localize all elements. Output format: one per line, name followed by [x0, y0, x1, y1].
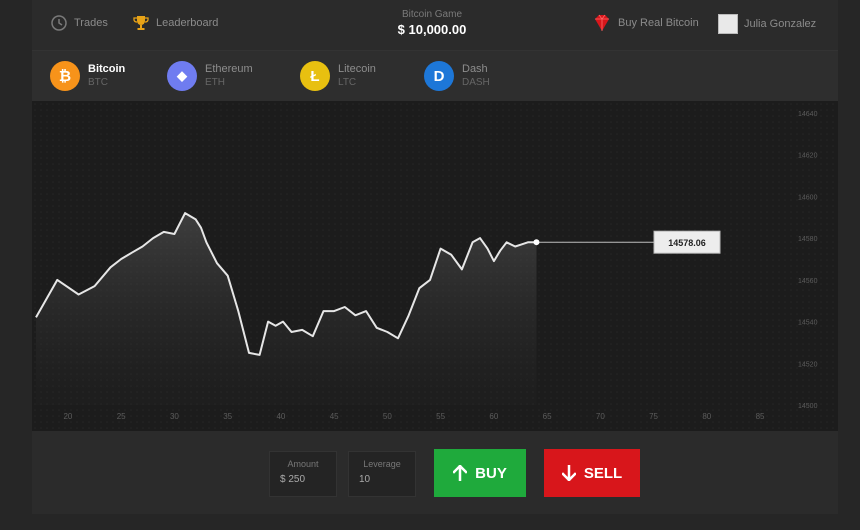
coin-tab-litecoin[interactable]: Ł Litecoin LTC — [300, 61, 376, 91]
app-window: Trades Leaderboard Bitcoin Game $ 10,000… — [32, 0, 838, 514]
x-tick-label: 65 — [543, 412, 552, 421]
x-tick-label: 80 — [702, 412, 711, 421]
coin-name: Litecoin — [338, 63, 376, 75]
x-tick-label: 50 — [383, 412, 392, 421]
coin-symbol: BTC — [88, 77, 108, 88]
y-tick-label: 14540 — [798, 320, 818, 327]
y-tick-label: 14640 — [798, 111, 818, 118]
trades-label: Trades — [74, 17, 108, 29]
x-tick-label: 25 — [117, 412, 126, 421]
bitcoin-icon: ₿ — [50, 61, 80, 91]
sell-label: SELL — [583, 464, 623, 482]
sell-button[interactable]: SELL — [544, 449, 640, 497]
dash-icon: D — [424, 61, 454, 91]
coin-tab-ethereum[interactable]: ◆ Ethereum ETH — [167, 61, 253, 91]
trade-panel: Amount $ 250 Leverage 10 BUY SELL — [32, 431, 838, 514]
balance-panel: Bitcoin Game $ 10,000.00 — [362, 9, 502, 37]
user-menu[interactable]: Julia Gonzalez — [718, 14, 816, 34]
y-tick-label: 14580 — [798, 236, 818, 243]
x-tick-label: 75 — [649, 412, 658, 421]
x-tick-label: 85 — [756, 412, 765, 421]
x-tick-label: 55 — [436, 412, 445, 421]
coin-tab-dash[interactable]: D Dash DASH — [424, 61, 490, 91]
amount-field[interactable]: Amount $ 250 — [269, 451, 337, 497]
buy-button[interactable]: BUY — [434, 449, 526, 497]
current-price-dot — [533, 239, 540, 246]
buy-label: BUY — [475, 464, 507, 482]
ruby-icon — [592, 14, 612, 32]
coin-symbol: ETH — [205, 77, 225, 88]
leverage-value: 10 — [359, 474, 371, 485]
user-name: Julia Gonzalez — [744, 18, 817, 30]
coin-name: Ethereum — [205, 63, 253, 75]
y-tick-label: 14500 — [798, 403, 818, 410]
balance-value: $ 10,000.00 — [397, 22, 467, 37]
amount-label: Amount — [287, 459, 319, 469]
arrow-up-icon — [453, 465, 468, 481]
coin-name: Bitcoin — [88, 63, 126, 75]
coin-selector: ₿ Bitcoin BTC ◆ Ethereum ETH Ł Litecoin LTC… — [32, 51, 838, 101]
y-tick-label: 14600 — [798, 194, 818, 201]
x-tick-label: 20 — [63, 412, 72, 421]
y-tick-label: 14560 — [798, 278, 818, 285]
buy-real-bitcoin-link[interactable]: Buy Real Bitcoin — [592, 14, 699, 32]
x-tick-label: 30 — [170, 412, 179, 421]
current-price-label: 14578.06 — [668, 238, 706, 248]
price-area — [36, 213, 537, 405]
leverage-label: Leverage — [363, 459, 401, 469]
litecoin-icon: Ł — [300, 61, 330, 91]
x-tick-label: 60 — [489, 412, 498, 421]
coin-symbol: DASH — [462, 77, 490, 88]
game-title: Bitcoin Game — [401, 9, 463, 20]
coin-tab-bitcoin[interactable]: ₿ Bitcoin BTC — [50, 61, 125, 91]
leaderboard-link[interactable]: Leaderboard — [132, 14, 218, 32]
coin-symbol: LTC — [338, 77, 357, 88]
buy-real-label: Buy Real Bitcoin — [618, 17, 699, 29]
price-chart-svg: 20 25 30 35 40 45 50 55 60 65 70 75 80 85 14640 14620 1… — [32, 101, 838, 431]
amount-value: $ 250 — [280, 474, 306, 485]
x-tick-label: 45 — [330, 412, 339, 421]
coin-name: Dash — [462, 63, 488, 75]
x-tick-label: 35 — [223, 412, 232, 421]
trades-link[interactable]: Trades — [50, 14, 108, 32]
x-tick-label: 70 — [596, 412, 605, 421]
history-icon — [50, 14, 68, 32]
trophy-icon — [132, 14, 150, 32]
avatar — [718, 14, 738, 34]
ethereum-icon: ◆ — [167, 61, 197, 91]
price-chart: 20 25 30 35 40 45 50 55 60 65 70 75 80 85 14640 14620 1… — [32, 101, 838, 431]
leverage-field[interactable]: Leverage 10 — [348, 451, 416, 497]
y-tick-label: 14620 — [798, 153, 818, 160]
top-bar: Trades Leaderboard Bitcoin Game $ 10,000… — [32, 0, 838, 51]
leaderboard-label: Leaderboard — [156, 17, 219, 29]
current-price-label-box — [653, 230, 721, 254]
y-tick-label: 14520 — [798, 361, 818, 368]
x-tick-label: 40 — [276, 412, 285, 421]
arrow-down-icon — [561, 465, 576, 481]
price-line — [35, 212, 537, 356]
